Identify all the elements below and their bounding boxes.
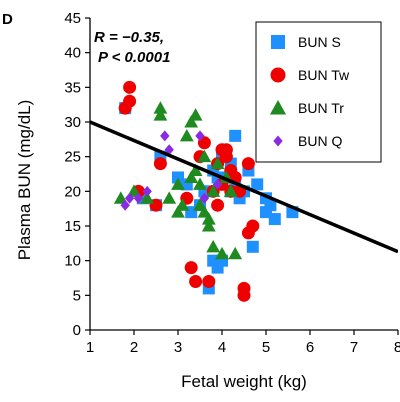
x-tick-label: 4 xyxy=(218,339,226,356)
data-point xyxy=(201,219,216,232)
legend: BUN S BUN Tw BUN Tr BUN Q xyxy=(255,21,382,163)
data-point xyxy=(123,80,137,94)
x-tick-label: 1 xyxy=(86,339,94,356)
data-point xyxy=(199,192,210,204)
data-point xyxy=(212,178,223,190)
data-point xyxy=(162,191,177,204)
data-point xyxy=(133,192,144,204)
plot-area xyxy=(89,18,398,331)
data-point xyxy=(153,157,167,171)
plot-contents xyxy=(90,80,398,302)
data-point xyxy=(241,157,255,171)
data-point xyxy=(153,108,168,121)
legend-marker xyxy=(271,35,285,49)
y-tick-label: 0 xyxy=(73,322,81,339)
x-tick-label: 5 xyxy=(262,339,270,356)
y-tick-label: 15 xyxy=(64,218,81,235)
legend-label: BUN S xyxy=(298,34,341,50)
series-bun-tr xyxy=(113,101,243,260)
data-point xyxy=(171,205,185,218)
data-point xyxy=(124,192,135,204)
data-point xyxy=(201,212,216,225)
legend-label: BUN Tw xyxy=(298,67,350,83)
r-value-annotation: R = −0.35, xyxy=(94,29,164,46)
data-point xyxy=(184,115,199,128)
data-point xyxy=(140,191,155,204)
y-axis-title: Plasma BUN (mg/dL) xyxy=(15,100,34,261)
data-point xyxy=(188,108,203,121)
data-point xyxy=(184,261,198,275)
data-point xyxy=(206,239,221,253)
x-axis: 1 2 3 4 5 6 7 8 xyxy=(86,330,400,356)
data-point xyxy=(160,130,170,142)
legend-label: BUN Tr xyxy=(298,100,344,116)
data-point xyxy=(246,240,259,253)
data-point xyxy=(202,274,216,288)
data-point xyxy=(215,246,229,260)
data-point xyxy=(188,163,203,177)
data-point xyxy=(211,198,225,212)
y-tick-label: 30 xyxy=(64,114,81,131)
data-point xyxy=(189,274,203,288)
x-tick-label: 8 xyxy=(394,339,400,356)
p-value-annotation: P < 0.0001 xyxy=(98,49,170,66)
legend-marker xyxy=(269,99,287,115)
data-point xyxy=(210,156,225,170)
data-point xyxy=(197,149,212,163)
y-tick-label: 45 xyxy=(64,10,81,27)
data-point xyxy=(179,128,194,142)
data-point xyxy=(246,219,260,233)
data-point xyxy=(184,170,199,183)
data-point xyxy=(153,101,168,114)
data-point xyxy=(113,191,128,204)
data-point xyxy=(171,177,185,190)
data-point xyxy=(120,199,130,211)
y-tick-label: 25 xyxy=(64,149,81,166)
regression-line xyxy=(90,120,398,254)
y-axis: 0 5 10 15 20 25 30 35 40 45 xyxy=(64,10,90,339)
y-tick-label: 40 xyxy=(64,45,81,62)
x-tick-label: 6 xyxy=(306,339,314,356)
x-axis-title: Fetal weight (kg) xyxy=(181,372,307,391)
x-tick-label: 7 xyxy=(350,339,358,356)
data-point xyxy=(223,184,238,197)
y-tick-label: 10 xyxy=(64,253,81,270)
data-point xyxy=(229,129,242,142)
data-point xyxy=(123,94,137,108)
data-point xyxy=(268,213,281,226)
data-point xyxy=(164,144,174,156)
series-bun-q xyxy=(120,130,223,211)
data-point xyxy=(206,184,221,197)
data-point xyxy=(127,184,141,197)
y-tick-label: 35 xyxy=(64,79,81,96)
legend-label: BUN Q xyxy=(298,133,342,149)
data-point xyxy=(251,178,264,191)
data-point xyxy=(195,130,205,142)
data-point xyxy=(228,246,243,260)
data-point xyxy=(142,185,152,197)
data-point xyxy=(237,288,251,302)
y-tick-label: 5 xyxy=(73,287,81,304)
data-point xyxy=(219,143,233,157)
x-tick-label: 2 xyxy=(130,339,138,356)
x-tick-label: 3 xyxy=(174,339,182,356)
series-bun-tw xyxy=(118,80,260,302)
data-point xyxy=(264,199,277,212)
y-tick-label: 20 xyxy=(64,183,81,200)
legend-marker xyxy=(270,67,286,83)
legend-marker xyxy=(273,135,283,147)
panel-letter: D xyxy=(2,11,13,28)
data-point xyxy=(193,177,207,190)
